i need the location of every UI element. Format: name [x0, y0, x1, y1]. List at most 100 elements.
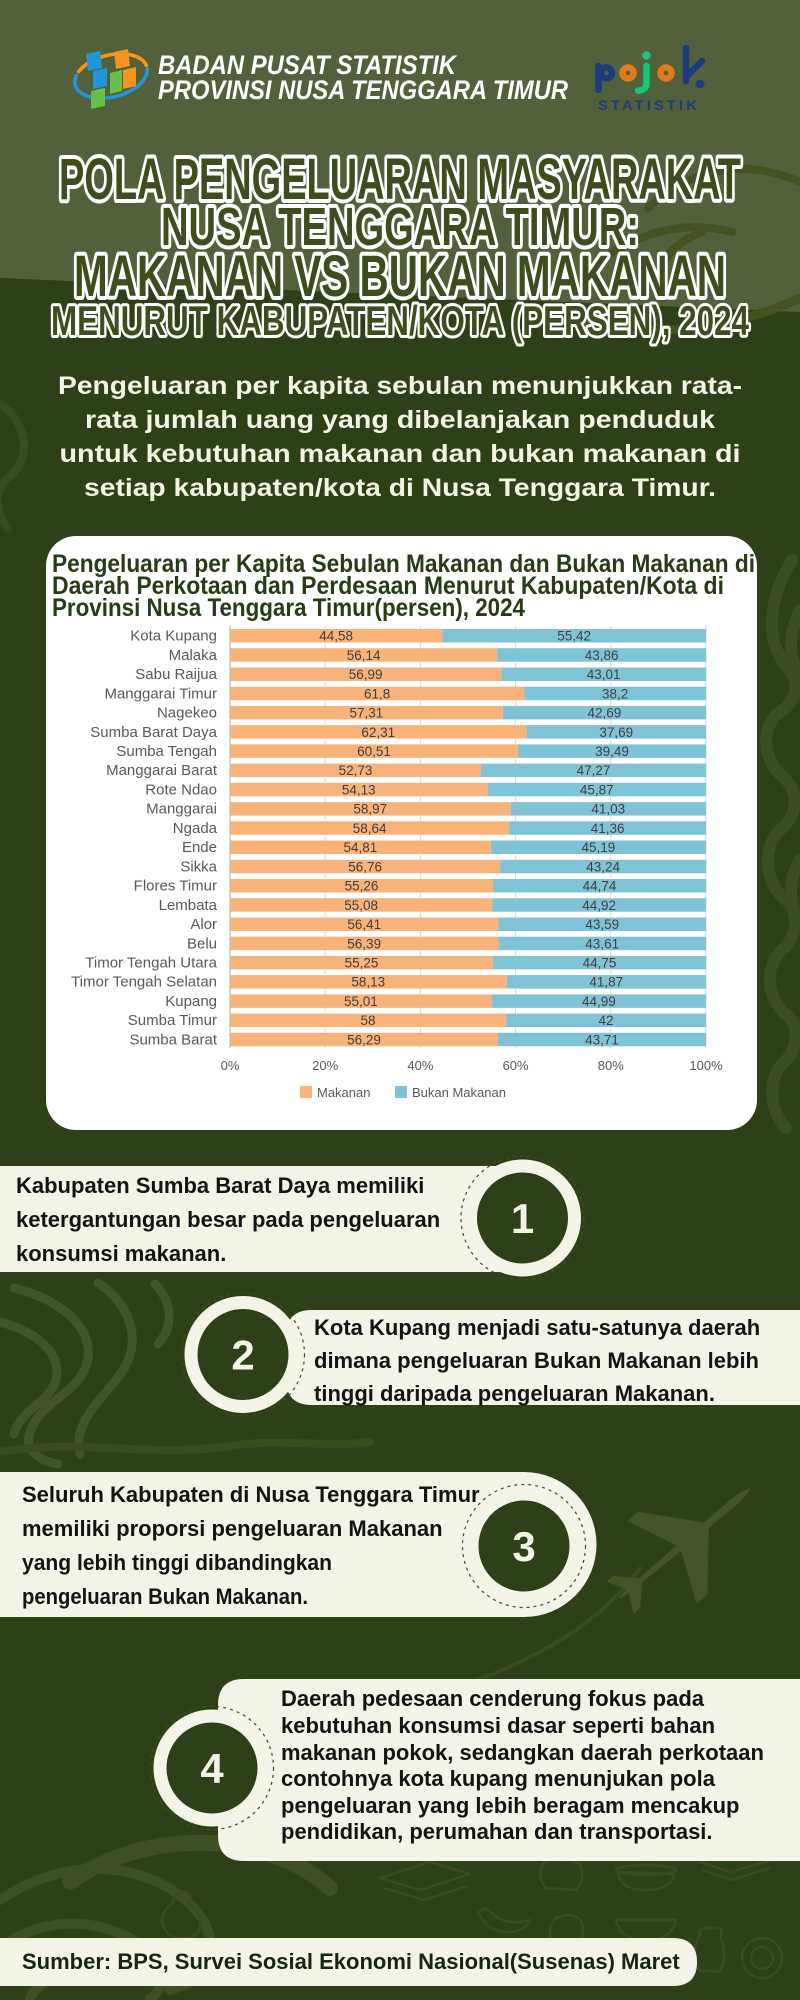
- svg-text:setiap kabupaten/kota di Nusa: setiap kabupaten/kota di Nusa Tenggara T…: [84, 474, 716, 502]
- svg-text:Kupang: Kupang: [165, 993, 217, 1010]
- svg-text:80%: 80%: [598, 1058, 624, 1073]
- svg-text:Sumba Timur: Sumba Timur: [128, 1012, 217, 1029]
- svg-text:Sumba Barat: Sumba Barat: [129, 1031, 217, 1048]
- svg-text:contohnya kota kupang menunjuk: contohnya kota kupang menunjukan pola: [281, 1766, 716, 1791]
- svg-text:3: 3: [512, 1523, 535, 1570]
- svg-text:41,03: 41,03: [591, 802, 625, 817]
- svg-text:Bukan Makanan: Bukan Makanan: [412, 1085, 506, 1100]
- svg-text:44,99: 44,99: [582, 994, 616, 1009]
- svg-text:43,61: 43,61: [585, 936, 619, 951]
- svg-text:NUSA TENGGARA TIMUR:: NUSA TENGGARA TIMUR:: [161, 197, 639, 257]
- svg-text:ketergantungan besar pada peng: ketergantungan besar pada pengeluaran: [16, 1207, 440, 1232]
- svg-text:Sumba Barat Daya: Sumba Barat Daya: [90, 724, 217, 741]
- svg-text:2: 2: [231, 1332, 254, 1379]
- svg-text:BADAN PUSAT STATISTIK: BADAN PUSAT STATISTIK: [158, 50, 458, 80]
- svg-text:44,92: 44,92: [582, 898, 616, 913]
- svg-text:Seluruh Kabupaten di Nusa Teng: Seluruh Kabupaten di Nusa Tenggara Timur: [22, 1482, 480, 1507]
- svg-text:57,31: 57,31: [350, 706, 384, 721]
- svg-text:58,97: 58,97: [353, 802, 387, 817]
- svg-text:43,71: 43,71: [585, 1032, 619, 1047]
- svg-text:Pengeluaran per Kapita Sebulan: Pengeluaran per Kapita Sebulan Makanan d…: [52, 550, 755, 578]
- svg-text:Daerah pedesaan cenderung foku: Daerah pedesaan cenderung fokus pada: [281, 1686, 705, 1711]
- svg-text:Kota Kupang: Kota Kupang: [130, 628, 217, 645]
- svg-text:43,24: 43,24: [586, 859, 620, 874]
- svg-text:yang lebih tinggi dibandingkan: yang lebih tinggi dibandingkan: [22, 1550, 332, 1575]
- svg-text:41,36: 41,36: [591, 821, 625, 836]
- svg-text:tinggi daripada pengeluaran Ma: tinggi daripada pengeluaran Makanan.: [314, 1381, 715, 1406]
- svg-text:untuk kebutuhan makanan dan bu: untuk kebutuhan makanan dan bukan makana…: [60, 440, 741, 468]
- svg-text:38,2: 38,2: [602, 686, 628, 701]
- svg-text:kebutuhan konsumsi dasar seper: kebutuhan konsumsi dasar seperti bahan: [281, 1713, 715, 1738]
- svg-text:60,51: 60,51: [357, 744, 391, 759]
- svg-text:100%: 100%: [689, 1058, 723, 1073]
- svg-text:45,19: 45,19: [582, 840, 616, 855]
- svg-text:55,26: 55,26: [345, 879, 379, 894]
- svg-text:Ngada: Ngada: [173, 820, 218, 837]
- svg-text:56,41: 56,41: [347, 917, 381, 932]
- svg-text:POLA PENGELUARAN MASYARAKAT: POLA PENGELUARAN MASYARAKAT: [59, 147, 741, 212]
- svg-text:44,74: 44,74: [583, 879, 617, 894]
- svg-text:Lembata: Lembata: [159, 897, 218, 914]
- svg-text:Pengeluaran per kapita sebulan: Pengeluaran per kapita sebulan menunjukk…: [58, 372, 742, 400]
- svg-text:Provinsi Nusa Tenggara Timur(p: Provinsi Nusa Tenggara Timur(persen), 20…: [52, 594, 525, 622]
- svg-text:Sikka: Sikka: [180, 858, 217, 875]
- svg-text:STATISTIK: STATISTIK: [598, 97, 700, 113]
- svg-text:54,13: 54,13: [342, 782, 376, 797]
- svg-text:43,01: 43,01: [587, 667, 621, 682]
- svg-text:Timor Tengah Selatan: Timor Tengah Selatan: [71, 974, 217, 991]
- svg-text:PROVINSI NUSA TENGGARA TIMUR: PROVINSI NUSA TENGGARA TIMUR: [158, 75, 568, 105]
- svg-text:47,27: 47,27: [577, 763, 611, 778]
- svg-text:37,69: 37,69: [599, 725, 633, 740]
- svg-text:Timor Tengah Utara: Timor Tengah Utara: [85, 955, 217, 972]
- svg-text:Makanan: Makanan: [317, 1085, 370, 1100]
- svg-text:42: 42: [598, 1013, 613, 1028]
- svg-text:52,73: 52,73: [339, 763, 373, 778]
- svg-text:42,69: 42,69: [588, 706, 622, 721]
- svg-text:61,8: 61,8: [364, 686, 390, 701]
- svg-text:55,01: 55,01: [344, 994, 378, 1009]
- svg-text:4: 4: [200, 1745, 224, 1792]
- svg-text:Nagekeo: Nagekeo: [157, 705, 217, 722]
- svg-text:Ende: Ende: [182, 839, 217, 856]
- svg-text:44,75: 44,75: [583, 956, 617, 971]
- svg-text:45,87: 45,87: [580, 782, 614, 797]
- svg-text:39,49: 39,49: [595, 744, 629, 759]
- svg-text:43,86: 43,86: [585, 648, 619, 663]
- svg-text:pengeluaran Bukan Makanan.: pengeluaran Bukan Makanan.: [22, 1584, 308, 1609]
- svg-text:56,14: 56,14: [347, 648, 381, 663]
- svg-text:56,76: 56,76: [348, 859, 382, 874]
- svg-text:43,59: 43,59: [585, 917, 619, 932]
- svg-text:dimana pengeluaran Bukan Makan: dimana pengeluaran Bukan Makanan lebih: [314, 1348, 759, 1373]
- svg-text:Flores Timur: Flores Timur: [134, 878, 217, 895]
- svg-text:Sabu Raijua: Sabu Raijua: [135, 666, 217, 683]
- svg-text:rata jumlah uang yang dibelanj: rata jumlah uang yang dibelanjakan pendu…: [85, 406, 715, 434]
- svg-text:62,31: 62,31: [361, 725, 395, 740]
- svg-text:1: 1: [511, 1195, 534, 1242]
- svg-text:Manggarai Timur: Manggarai Timur: [104, 685, 217, 702]
- svg-text:56,29: 56,29: [347, 1032, 381, 1047]
- svg-text:konsumsi makanan.: konsumsi makanan.: [16, 1241, 226, 1266]
- svg-text:Manggarai Barat: Manggarai Barat: [106, 762, 218, 779]
- svg-text:Rote Ndao: Rote Ndao: [145, 781, 217, 798]
- svg-text:44,58: 44,58: [319, 629, 353, 644]
- svg-text:makanan pokok, sedangkan daera: makanan pokok, sedangkan daerah perkotaa…: [281, 1740, 764, 1765]
- svg-text:MENURUT KABUPATEN/KOTA (PERSEN: MENURUT KABUPATEN/KOTA (PERSEN), 2024: [51, 297, 749, 344]
- svg-text:MAKANAN VS BUKAN MAKANAN: MAKANAN VS BUKAN MAKANAN: [74, 244, 726, 309]
- svg-text:58: 58: [360, 1013, 375, 1028]
- svg-text:Daerah Perkotaan dan Perdesaan: Daerah Perkotaan dan Perdesaan Menurut K…: [52, 572, 724, 600]
- svg-text:Belu: Belu: [187, 935, 217, 952]
- svg-text:Sumber: BPS, Survei Sosial Eko: Sumber: BPS, Survei Sosial Ekonomi Nasio…: [22, 1949, 680, 1974]
- svg-text:55,08: 55,08: [344, 898, 378, 913]
- svg-text:Kabupaten Sumba Barat Daya mem: Kabupaten Sumba Barat Daya memiliki: [16, 1173, 424, 1198]
- svg-text:41,87: 41,87: [589, 975, 623, 990]
- svg-text:Malaka: Malaka: [169, 647, 218, 664]
- svg-text:pendidikan, perumahan dan tran: pendidikan, perumahan dan transportasi.: [281, 1819, 713, 1844]
- svg-text:56,39: 56,39: [347, 936, 381, 951]
- svg-text:Manggarai: Manggarai: [146, 801, 217, 818]
- svg-text:55,42: 55,42: [557, 629, 591, 644]
- svg-text:memiliki proporsi pengeluaran: memiliki proporsi pengeluaran Makanan: [22, 1516, 443, 1541]
- svg-text:58,13: 58,13: [351, 975, 385, 990]
- svg-text:20%: 20%: [312, 1058, 338, 1073]
- svg-text:Sumba Tengah: Sumba Tengah: [116, 743, 217, 760]
- svg-text:55,25: 55,25: [345, 956, 379, 971]
